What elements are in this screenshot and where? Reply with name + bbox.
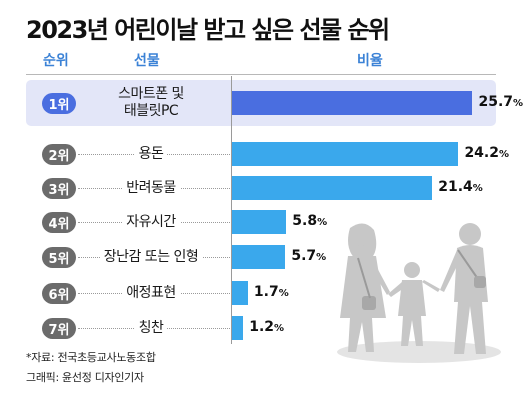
rank-badge: 2위 xyxy=(42,143,76,165)
family-illustration xyxy=(337,223,501,363)
bar-value-label: 24.2% xyxy=(464,145,509,161)
source-note: *자료: 전국초등교사노동조합 xyxy=(26,351,156,364)
gift-label-line: 반려동물 xyxy=(122,179,180,197)
header-rank: 순위 xyxy=(43,53,69,69)
credit-note: 그래픽: 윤선정 디자인기자 xyxy=(26,371,144,384)
chart-axis-line xyxy=(231,76,232,344)
chart-row: 6위 애정표현 1.7% xyxy=(26,279,496,307)
gift-label: 장난감 또는 인형 xyxy=(76,248,226,266)
bar-value-label: 5.7% xyxy=(291,248,326,264)
gift-label: 칭찬 xyxy=(76,319,226,337)
bar xyxy=(232,316,244,340)
bar-value-number: 25.7 xyxy=(478,94,514,110)
bar-value-label: 1.7% xyxy=(254,284,289,300)
bar-value-unit: % xyxy=(317,217,328,228)
bar-value-label: 25.7% xyxy=(478,94,523,110)
bar-value-unit: % xyxy=(316,252,327,263)
chart-row: 4위 자유시간 5.8% xyxy=(26,208,496,236)
bar-value-label: 21.4% xyxy=(438,179,483,195)
bar-value-unit: % xyxy=(274,323,285,334)
gift-label-line: 태블릿PC xyxy=(123,103,179,119)
bar-value-unit: % xyxy=(513,98,524,109)
rank-badge: 7위 xyxy=(42,317,76,339)
chart-row: 1위 스마트폰 및 태블릿PC 25.7% xyxy=(26,80,523,126)
bar-value-number: 1.7 xyxy=(253,284,279,300)
rank-badge: 3위 xyxy=(42,177,76,199)
gift-label-line: 자유시간 xyxy=(122,213,180,231)
gift-label: 자유시간 xyxy=(76,213,226,231)
bar xyxy=(232,245,286,269)
gift-label-line: 장난감 또는 인형 xyxy=(99,248,203,266)
bar xyxy=(232,210,287,234)
bar-value-number: 1.2 xyxy=(249,319,275,335)
bar-value-number: 21.4 xyxy=(438,179,473,195)
header-gift: 선물 xyxy=(134,53,160,69)
gift-label: 스마트폰 및 태블릿PC xyxy=(76,86,226,120)
gift-label-line: 용돈 xyxy=(134,145,168,163)
bar-value-unit: % xyxy=(472,183,483,194)
rank-badge: 4위 xyxy=(42,211,76,233)
chart-row: 5위 장난감 또는 인형 5.7% xyxy=(26,243,496,271)
chart-row: 2위 용돈 24.2% xyxy=(26,140,509,168)
gift-label-line: 스마트폰 및 xyxy=(118,86,184,102)
bar-value-unit: % xyxy=(498,149,510,160)
chart-row: 3위 반려동물 21.4% xyxy=(26,174,496,202)
gift-label: 용돈 xyxy=(76,145,226,163)
bar-value-label: 1.2% xyxy=(249,319,284,335)
header-divider xyxy=(26,74,496,75)
bar-value-number: 5.8 xyxy=(292,213,318,229)
chart-title: 2023년 어린이날 받고 싶은 선물 순위 xyxy=(26,16,390,44)
chart-row: 7위 칭찬 1.2% xyxy=(26,314,496,342)
bar-value-label: 5.8% xyxy=(292,213,327,229)
rank-badge: 1위 xyxy=(42,92,76,114)
bar xyxy=(232,281,248,305)
rank-badge: 5위 xyxy=(42,246,76,268)
gift-label: 반려동물 xyxy=(76,179,226,197)
bar xyxy=(232,91,473,115)
bar-value-unit: % xyxy=(278,288,289,299)
bar xyxy=(232,142,459,166)
bar xyxy=(232,176,433,200)
header-ratio: 비율 xyxy=(357,53,383,69)
gift-label-line: 칭찬 xyxy=(134,319,168,337)
gift-label-line: 애정표현 xyxy=(122,284,180,302)
bar-value-number: 24.2 xyxy=(464,145,499,161)
rank-badge: 6위 xyxy=(42,282,76,304)
gift-label: 애정표현 xyxy=(76,284,226,302)
bar-value-number: 5.7 xyxy=(291,248,317,264)
